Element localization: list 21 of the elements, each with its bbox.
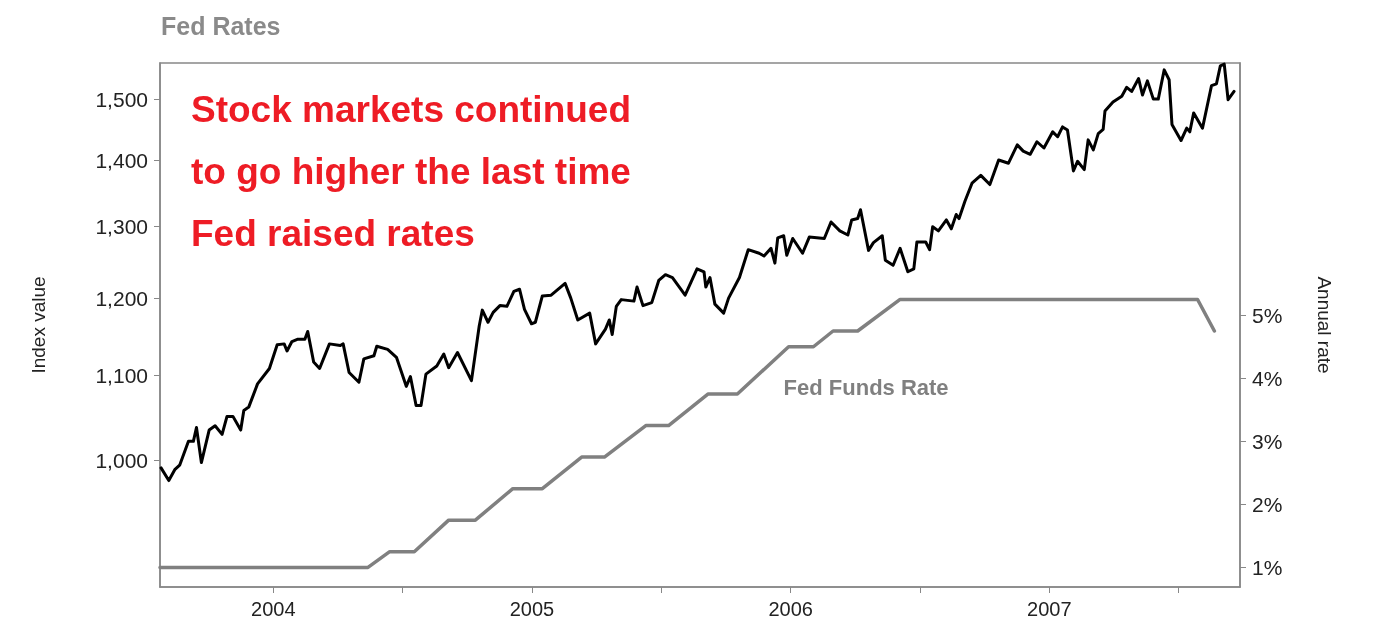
y-tick-label: 1,200: [95, 286, 148, 310]
annotation: Stock markets continued to go higher the last time Fed raised rates: [191, 88, 632, 254]
y2-tick-label: 2%: [1252, 492, 1283, 516]
y-tick-label: 1,100: [95, 364, 148, 388]
y-tick-label: 1,300: [95, 215, 148, 239]
x-tick-label: 2007: [1027, 598, 1072, 620]
line-series: [159, 62, 1236, 483]
y2-tick-label: 1%: [1252, 555, 1283, 579]
x-tick-label: 2006: [768, 598, 813, 620]
y2-tick-label: 5%: [1252, 303, 1283, 327]
y2-tick-label: 4%: [1252, 366, 1283, 390]
series-label: Fed Funds Rate: [783, 375, 949, 401]
x-tick-label: 2005: [509, 598, 555, 620]
y2-tick-label: 3%: [1252, 429, 1283, 453]
x-tick-label: 2004: [251, 598, 296, 620]
y-tick-label: 1,000: [95, 449, 148, 473]
y-axis-title: Index value: [28, 276, 49, 374]
chart-title: Fed Rates: [161, 11, 281, 40]
y-tick-label: 1,500: [95, 87, 148, 111]
y2-axis-title: Annual rate: [1314, 276, 1335, 374]
y-tick-label: 1,400: [95, 149, 148, 173]
